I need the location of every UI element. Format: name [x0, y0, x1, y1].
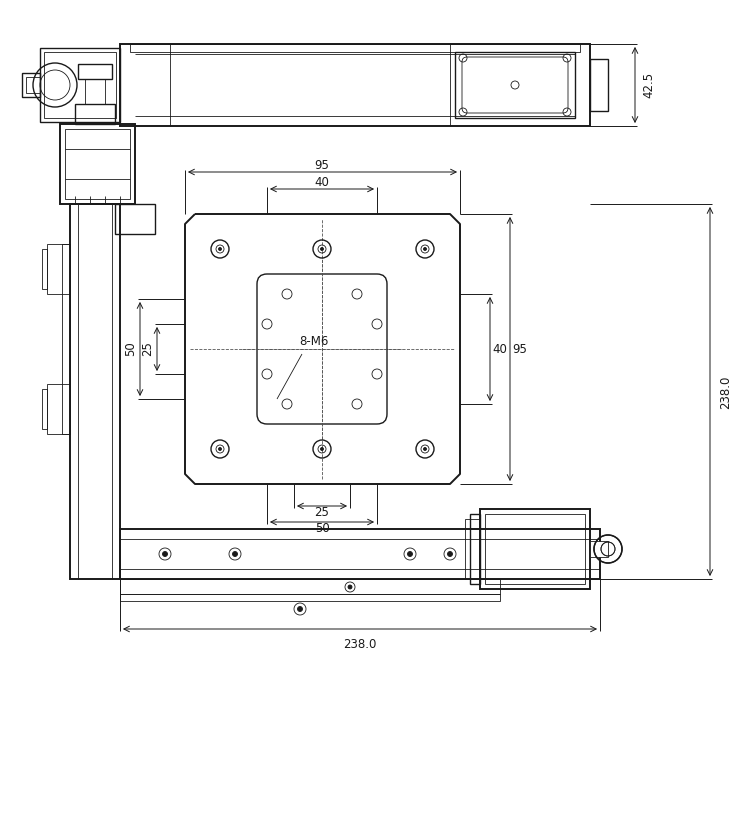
Bar: [40, 48, 120, 122]
Text: 42.5: 42.5: [643, 72, 655, 98]
Circle shape: [423, 247, 426, 250]
Bar: [75, 104, 115, 124]
Text: 50: 50: [315, 522, 330, 536]
Bar: [485, 514, 585, 584]
Text: 50: 50: [124, 342, 138, 356]
Bar: [22, 73, 40, 97]
Circle shape: [297, 606, 303, 611]
Circle shape: [407, 551, 413, 556]
Bar: [590, 541, 608, 557]
Bar: [47, 244, 70, 294]
Text: 8-M6: 8-M6: [300, 335, 329, 348]
Text: 40: 40: [493, 343, 507, 355]
Bar: [42, 249, 47, 289]
Bar: [120, 579, 500, 594]
Bar: [130, 44, 580, 52]
Circle shape: [163, 551, 168, 556]
Text: 95: 95: [512, 343, 527, 355]
Bar: [120, 529, 600, 579]
Bar: [465, 519, 480, 579]
Bar: [62, 244, 70, 434]
Bar: [60, 124, 135, 204]
Bar: [480, 509, 590, 589]
Bar: [120, 44, 590, 126]
Text: 238.0: 238.0: [720, 375, 733, 409]
Text: 238.0: 238.0: [343, 638, 377, 651]
Circle shape: [321, 447, 324, 451]
Text: 95: 95: [315, 158, 330, 171]
Circle shape: [447, 551, 452, 556]
Text: 25: 25: [315, 507, 330, 519]
Circle shape: [219, 447, 222, 451]
Circle shape: [348, 585, 352, 589]
Bar: [115, 204, 155, 234]
Bar: [470, 514, 480, 584]
Circle shape: [423, 447, 426, 451]
Text: 40: 40: [315, 176, 330, 189]
Circle shape: [321, 247, 324, 250]
Bar: [26, 77, 40, 93]
Bar: [590, 59, 608, 111]
Text: 25: 25: [142, 342, 154, 357]
Bar: [65, 129, 130, 199]
Bar: [455, 52, 575, 118]
Bar: [70, 204, 120, 579]
Circle shape: [219, 247, 222, 250]
Bar: [120, 594, 500, 601]
Bar: [85, 79, 105, 104]
Bar: [44, 52, 116, 118]
Bar: [47, 384, 70, 434]
Bar: [42, 389, 47, 429]
Circle shape: [232, 551, 237, 556]
Bar: [78, 64, 112, 79]
